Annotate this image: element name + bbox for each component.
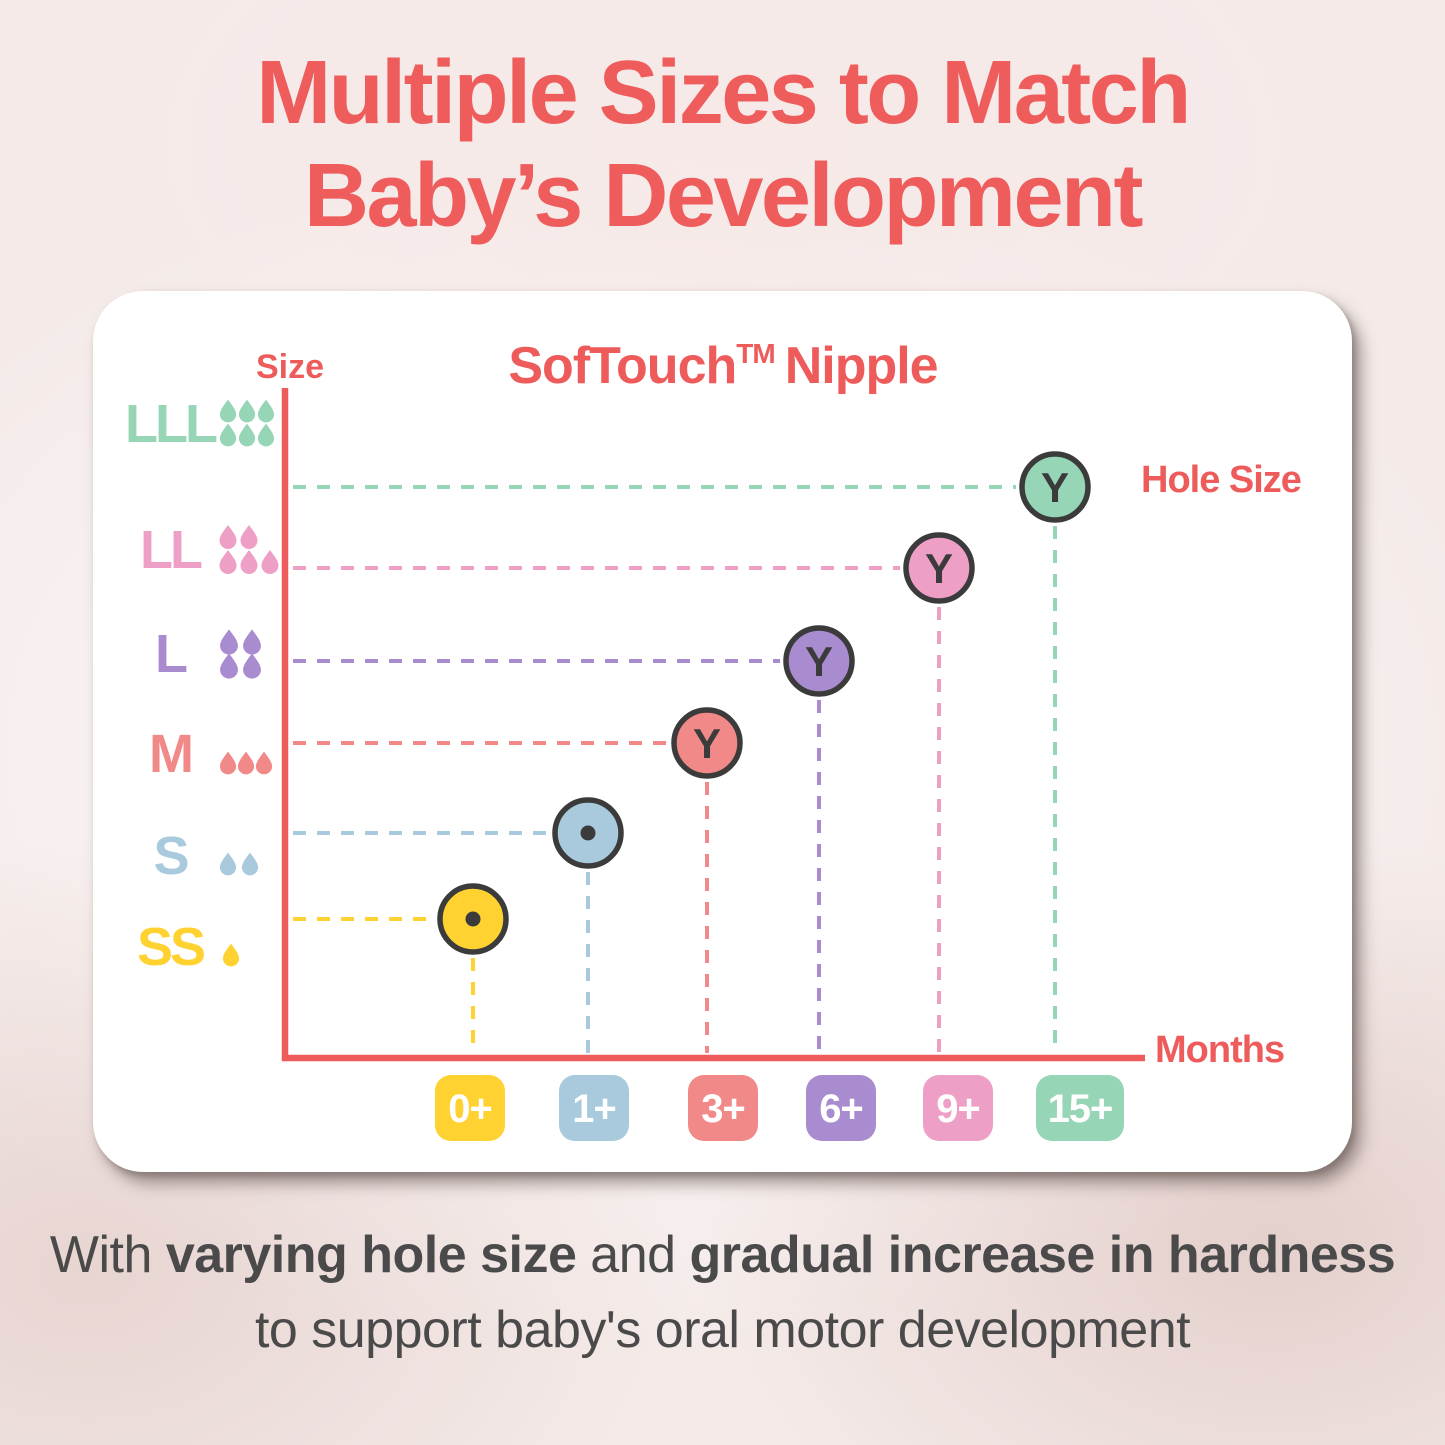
flow-droplets-L: [220, 629, 261, 679]
month-badge-3+: [688, 1075, 758, 1141]
month-badge-label: 0+: [448, 1087, 492, 1131]
months-axis-label: Months: [1155, 1029, 1284, 1071]
chart-row-S: S 1+: [153, 797, 629, 1141]
month-badge-label: 6+: [819, 1087, 863, 1131]
chart-row-M: M Y 3+: [149, 707, 758, 1141]
flow-droplets-LLL: [219, 399, 275, 447]
chart-row-SS: SS 0+: [137, 883, 509, 1141]
size-label-L: L: [155, 624, 187, 684]
footer-text: and: [576, 1226, 690, 1284]
chart-row-LL: LL Y 9+: [140, 520, 993, 1141]
size-label-S: S: [153, 826, 187, 886]
chart-row-L: L Y 6+: [155, 624, 876, 1141]
data-point-M: [671, 707, 743, 779]
y-cut-hole-mark: Y: [693, 720, 721, 767]
month-badge-label: 15+: [1048, 1087, 1113, 1131]
footer-caption: With varying hole size and gradual incre…: [43, 1218, 1403, 1369]
month-badge-label: 1+: [572, 1087, 616, 1131]
data-point-LLL: [1019, 451, 1091, 523]
y-cut-hole-mark: Y: [925, 545, 953, 592]
size-axis-label: Size: [256, 348, 324, 386]
chart-title: SofTouchTM Nipple: [508, 337, 937, 395]
month-badge-9+: [923, 1075, 993, 1141]
y-cut-hole-mark: Y: [1041, 464, 1069, 511]
round-hole-mark: [580, 825, 596, 841]
data-point-L: [783, 625, 855, 697]
footer-bold-hardness: gradual increase in hardness: [689, 1226, 1396, 1284]
title-line-1: Multiple Sizes to Match: [256, 43, 1191, 143]
footer-text: to support baby's oral motor development: [254, 1301, 1191, 1360]
axes: [281, 388, 1145, 1062]
hole-size-label: Hole Size: [1141, 459, 1301, 501]
footer-text: With: [49, 1226, 166, 1284]
data-point-LL: [903, 532, 975, 604]
month-badge-label: 9+: [936, 1087, 980, 1131]
size-label-LLL: LLL: [125, 394, 217, 454]
size-label-M: M: [149, 724, 191, 784]
month-badge-1+: [559, 1075, 629, 1141]
round-hole-mark: [465, 911, 481, 927]
chart-card: SofTouchTM Nipple Size Months Hole Size S…: [93, 291, 1352, 1172]
month-badge-label: 3+: [701, 1087, 745, 1131]
flow-droplets-S: [219, 852, 259, 876]
sizes-chart: SofTouchTM Nipple Size Months Hole Size S…: [125, 337, 1302, 1141]
month-badge-15+: [1036, 1075, 1124, 1141]
month-badge-0+: [435, 1075, 505, 1141]
flow-droplets-LL: [219, 525, 279, 574]
page-title: Multiple Sizes to Match Baby’s Developme…: [0, 42, 1445, 247]
flow-droplets-SS: [222, 943, 240, 967]
month-badge-6+: [806, 1075, 876, 1141]
flow-droplets-M: [219, 751, 273, 775]
size-label-LL: LL: [140, 520, 202, 580]
footer-bold-hole-size: varying hole size: [165, 1226, 577, 1284]
size-label-SS: SS: [137, 917, 204, 977]
title-line-2: Baby’s Development: [304, 145, 1143, 246]
y-cut-hole-mark: Y: [805, 638, 833, 685]
